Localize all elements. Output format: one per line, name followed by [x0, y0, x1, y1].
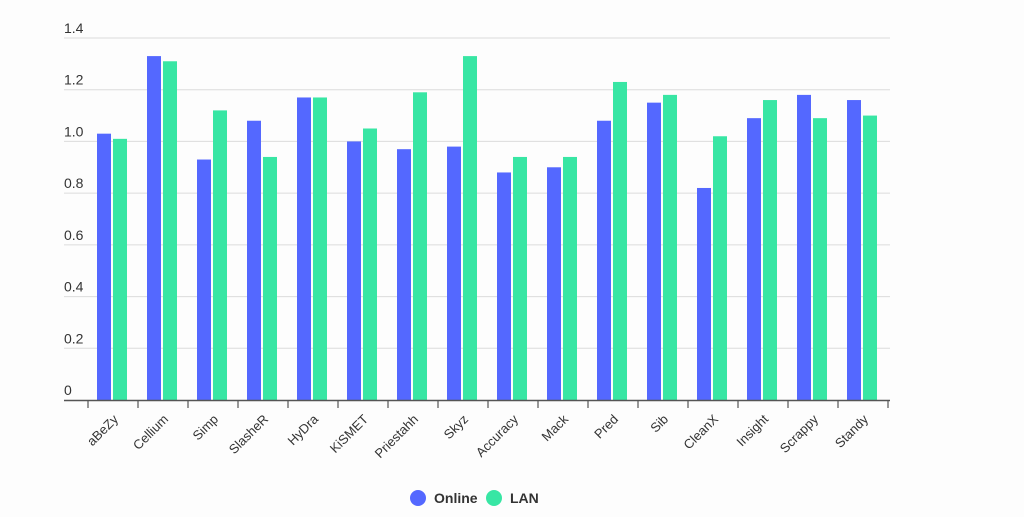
bar-lan — [713, 136, 727, 400]
y-tick-label: 0.6 — [64, 227, 84, 243]
bar-online — [547, 167, 561, 400]
y-tick-label: 0.8 — [64, 175, 84, 191]
bar-online — [397, 149, 411, 400]
legend-swatch — [410, 490, 426, 506]
bar-online — [447, 146, 461, 400]
x-tick-label: SlasheR — [226, 412, 271, 457]
y-axis-ticks: 0 0.2 0.4 0.6 0.8 1.0 1.2 1.4 — [64, 20, 84, 398]
bar-lan — [363, 128, 377, 400]
legend: Online LAN — [410, 490, 539, 506]
x-axis: aBeZy Cellium Simp SlasheR HyDra KiSMET Priest… — [64, 399, 890, 461]
bar-online — [747, 118, 761, 401]
bar-lan — [313, 97, 327, 400]
bar-online — [497, 172, 511, 400]
bar-online — [197, 159, 211, 400]
bar-lan — [763, 100, 777, 401]
x-tick-label: CleanX — [680, 411, 721, 452]
bar-online — [647, 102, 661, 401]
x-tick-label: KiSMET — [327, 411, 371, 455]
bar-online — [597, 120, 611, 400]
y-tick-label: 1.0 — [64, 123, 84, 139]
y-tick-label: 0 — [64, 382, 72, 398]
x-tick-label: HyDra — [284, 411, 321, 448]
x-tick-label: Skyz — [441, 412, 472, 443]
y-tick-label: 0.4 — [64, 279, 84, 295]
bar-lan — [563, 156, 577, 400]
bar-online — [347, 141, 361, 400]
bar-lan — [863, 115, 877, 401]
legend-item-online: Online — [410, 490, 478, 506]
bar-lan — [513, 156, 527, 400]
bar-lan — [113, 138, 127, 401]
legend-label: Online — [434, 490, 478, 506]
bar-lan — [613, 81, 627, 400]
bar-online — [697, 187, 711, 400]
bar-online — [797, 94, 811, 400]
bar-online — [247, 120, 261, 400]
bar-online — [147, 56, 161, 400]
bar-lan — [463, 56, 477, 400]
bar-lan — [213, 110, 227, 401]
x-tick-label: Priestahh — [372, 412, 421, 461]
x-tick-label: Cellium — [130, 412, 171, 453]
bar-online — [297, 97, 311, 400]
bar-lan — [663, 94, 677, 400]
x-tick-label: Standy — [832, 411, 872, 451]
y-tick-label: 1.2 — [64, 72, 84, 88]
x-tick-label: Pred — [591, 412, 621, 442]
bar-lan — [813, 118, 827, 401]
bar-lan — [163, 61, 177, 401]
legend-label: LAN — [510, 490, 539, 506]
x-tick-label: Simp — [190, 412, 222, 444]
bar-lan — [413, 92, 427, 401]
x-tick-label: Accuracy — [473, 411, 522, 460]
x-tick-label: Sib — [647, 412, 671, 436]
bars — [97, 56, 877, 401]
legend-swatch — [486, 490, 502, 506]
y-tick-label: 1.4 — [64, 20, 84, 36]
y-tick-label: 0.2 — [64, 330, 84, 346]
legend-item-lan: LAN — [486, 490, 539, 506]
bar-lan — [263, 156, 277, 400]
x-tick-label: aBeZy — [84, 411, 122, 449]
x-tick-label: Insight — [733, 411, 771, 449]
bar-online — [847, 100, 861, 401]
x-tick-label: Mack — [539, 411, 572, 444]
x-tick-label: Scrappy — [777, 411, 822, 456]
bar-online — [97, 133, 111, 400]
